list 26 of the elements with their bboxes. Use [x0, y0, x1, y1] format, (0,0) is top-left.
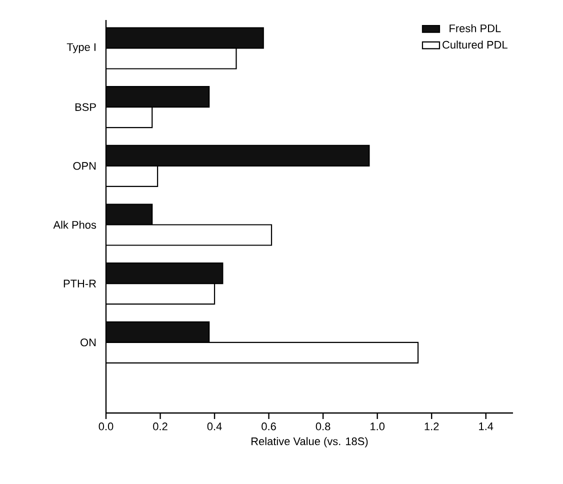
- y-tick-label: OPN: [73, 162, 96, 170]
- bar: [106, 283, 216, 305]
- bar: [106, 144, 370, 166]
- x-tick-label: 1.4: [479, 422, 494, 430]
- y-tick-label: PTH-R: [64, 280, 96, 288]
- y-tick-label: Type I: [66, 43, 96, 54]
- bar: [106, 321, 210, 343]
- legend-label: Fresh PDL: [450, 24, 501, 32]
- x-tick-label: 0.8: [316, 422, 330, 430]
- bar: [106, 204, 153, 226]
- x-tick-label: 1.0: [370, 422, 385, 430]
- x-axis-title: Relative Value (vs. 18S): [252, 437, 368, 448]
- bar: [106, 86, 210, 108]
- bar: [106, 48, 237, 70]
- y-tick-label: BSP: [75, 103, 96, 111]
- x-tick-label: 0.4: [207, 422, 222, 430]
- x-tick-label: 0.2: [153, 422, 168, 430]
- bar: [106, 27, 264, 49]
- text: Cultured PDL: [442, 40, 508, 49]
- y-tick-label: ON: [80, 338, 96, 346]
- x-tick-label: 0.6: [262, 422, 276, 430]
- y-tick-label: Alk Phos: [53, 220, 96, 229]
- x-tick-label: 0.0: [98, 422, 114, 430]
- bar: [106, 262, 224, 284]
- bar: [106, 106, 153, 128]
- x-tick-label: 1.2: [424, 422, 439, 430]
